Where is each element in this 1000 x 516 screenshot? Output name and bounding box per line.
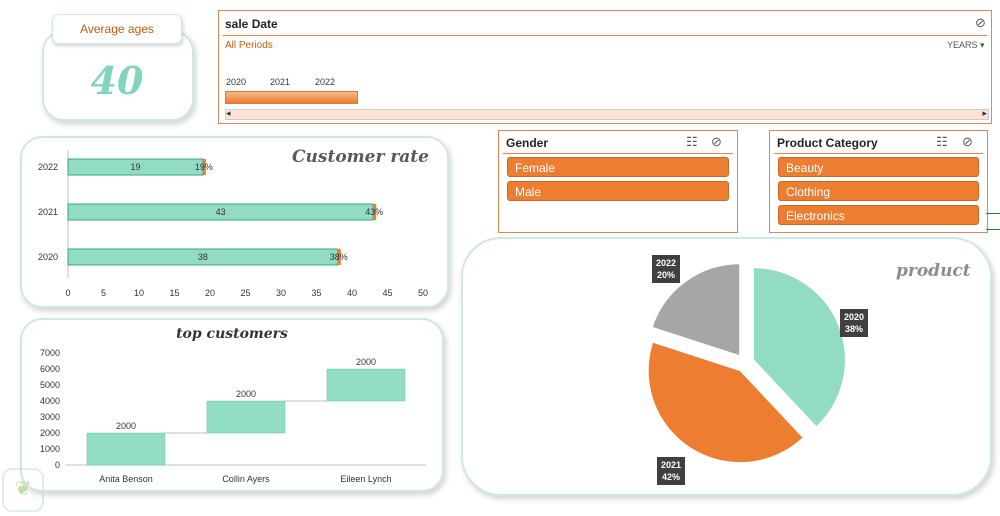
scroll-left-icon[interactable]: ◂ [226, 108, 231, 118]
percent-label: 38% [330, 252, 348, 262]
callout-category: 2020 [844, 312, 864, 322]
average-ages-title: Average ages [80, 22, 154, 36]
x-tick-label: 50 [418, 288, 428, 298]
product-pie-chart: 2020 38% 2021 42% 2022 20% [647, 255, 868, 485]
waterfall-bar [86, 432, 166, 466]
pie-slice-2021 [647, 341, 804, 464]
watermark-logo: ❦ [2, 468, 44, 512]
value-label: 2000 [236, 389, 256, 399]
waterfall-bar [326, 368, 406, 402]
value-label: 2000 [356, 357, 376, 367]
y-tick-label: 2022 [38, 162, 58, 172]
gender-male-button[interactable]: Male [507, 181, 729, 201]
x-tick-label: 35 [311, 288, 321, 298]
callout-percent: 20% [657, 270, 675, 280]
callout-category: 2022 [656, 258, 676, 268]
bar-marker-2020 [337, 249, 341, 265]
percent-label: 19% [195, 162, 213, 172]
timeline-selection-bar[interactable] [225, 91, 358, 104]
value-label: 43 [216, 207, 226, 217]
callout-box [840, 309, 868, 337]
product-category-title: Product Category [777, 136, 878, 150]
y-tick-label: 6000 [40, 364, 60, 374]
timeline-scrollbar[interactable]: ◂ ▸ [225, 108, 989, 120]
timeline-title: sale Date [225, 17, 278, 31]
x-tick-label: 40 [347, 288, 357, 298]
x-tick-label: 5 [101, 288, 106, 298]
value-label: 19 [130, 162, 140, 172]
value-label: 38 [198, 252, 208, 262]
time-level-label: YEARS [947, 40, 978, 50]
y-tick-label: 0 [55, 460, 60, 470]
gender-female-button[interactable]: Female [507, 157, 729, 177]
clear-filter-icon[interactable]: ⊘ [975, 15, 986, 30]
x-tick-label: 15 [169, 288, 179, 298]
callout-percent: 38% [845, 324, 863, 334]
average-ages-header: Average ages [52, 14, 182, 44]
cell-border-line [986, 213, 1000, 214]
value-label: 2000 [116, 421, 136, 431]
waterfall-bar [206, 400, 286, 434]
y-tick-label: 5000 [40, 380, 60, 390]
callout-box [652, 255, 680, 283]
all-periods-label: All Periods [225, 40, 273, 51]
product-title: product [896, 261, 971, 281]
callout-box [657, 457, 685, 485]
category-label: Collin Ayers [222, 474, 270, 484]
bar-marker-2021 [373, 204, 377, 220]
gender-slicer: Gender ☷ ⊘ Female Male [498, 130, 738, 233]
x-tick-label: 0 [65, 288, 70, 298]
x-tick-label: 30 [276, 288, 286, 298]
scroll-right-icon[interactable]: ▸ [982, 108, 987, 118]
percent-label: 43% [365, 207, 383, 217]
multi-select-icon[interactable]: ☷ [936, 134, 948, 149]
category-label: Eileen Lynch [340, 474, 391, 484]
product-category-slicer: Product Category ☷ ⊘ Beauty Clothing Ele… [769, 130, 988, 233]
category-clothing-button[interactable]: Clothing [778, 181, 979, 201]
clear-filter-icon[interactable]: ⊘ [962, 134, 973, 149]
timeline-year-2020[interactable]: 2020 [226, 77, 247, 87]
callout-category: 2021 [661, 460, 681, 470]
data-callout-2020: 2020 38% [840, 309, 868, 337]
gender-slicer-title: Gender [506, 136, 549, 150]
y-tick-label: 7000 [40, 348, 60, 358]
data-callout-2022: 2022 20% [652, 255, 680, 283]
y-tick-label: 1000 [40, 444, 60, 454]
time-level-dropdown[interactable]: YEARS ▾ [947, 40, 985, 51]
x-tick-label: 10 [134, 288, 144, 298]
x-tick-label: 20 [205, 288, 215, 298]
y-tick-label: 3000 [40, 412, 60, 422]
average-ages-value: 40 [90, 58, 144, 103]
category-beauty-button[interactable]: Beauty [778, 157, 979, 177]
top-customers-chart: 0 1000 2000 3000 4000 5000 6000 7000 2000 Anita B… [40, 348, 426, 484]
customer-rate-chart: 0 5 10 15 20 25 30 35 40 45 50 2020 38 38% 2021 43 43% 20… [38, 150, 428, 298]
chevron-down-icon: ▾ [980, 40, 985, 50]
bar-marker-2022 [202, 159, 206, 175]
customer-rate-title: Customer rate [292, 147, 429, 167]
callout-percent: 42% [662, 472, 680, 482]
timeline-year-2021[interactable]: 2021 [270, 77, 291, 87]
clear-filter-icon[interactable]: ⊘ [711, 134, 722, 149]
pie-slice-2020 [752, 267, 846, 428]
category-label: Anita Benson [99, 474, 153, 484]
x-tick-label: 45 [382, 288, 392, 298]
category-electronics-button[interactable]: Electronics [778, 205, 979, 225]
y-tick-label: 2000 [40, 428, 60, 438]
y-tick-label: 2020 [38, 252, 58, 262]
cell-border-line [986, 229, 1000, 230]
sale-date-timeline[interactable]: sale Date ⊘ All Periods YEARS ▾ 2020 202… [218, 10, 992, 124]
y-tick-label: 2021 [38, 207, 58, 217]
data-callout-2021: 2021 42% [657, 457, 685, 485]
y-tick-label: 4000 [40, 396, 60, 406]
top-customers-title: top customers [176, 326, 288, 342]
x-tick-label: 25 [240, 288, 250, 298]
pie-slice-2022 [651, 263, 741, 357]
multi-select-icon[interactable]: ☷ [686, 134, 698, 149]
timeline-year-2022[interactable]: 2022 [315, 77, 336, 87]
